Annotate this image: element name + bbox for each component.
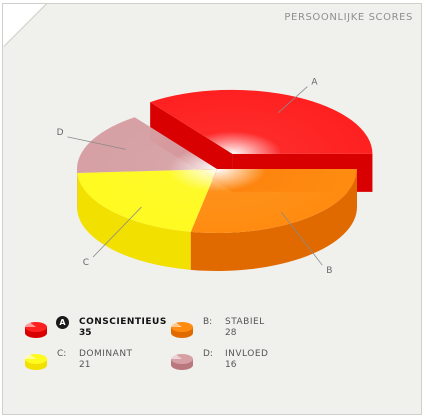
slice-conscientieus (150, 89, 373, 154)
slice-dominant (77, 169, 217, 232)
slice-invloed (77, 117, 217, 174)
legend-swatch-dominant (24, 354, 47, 370)
legend-letter: B: (203, 317, 213, 327)
chart-title: PERSOONLIJKE SCORES (284, 12, 413, 23)
legend-item-stabiel: B: STABIEL 28 (169, 316, 309, 346)
chart-panel: PERSOONLIJKE SCORES A B C D A CONSCIENTIEUS 3… (2, 3, 422, 415)
legend-name: STABIEL (225, 317, 265, 327)
slice-label-d: D (57, 128, 64, 138)
slice-label-c: C (83, 258, 89, 268)
leader-line-a (277, 86, 308, 114)
legend-name: INVLOED (225, 349, 269, 359)
legend-value: 28 (225, 328, 237, 338)
legend-swatch-invloed (170, 354, 193, 370)
leader-line-b (280, 211, 323, 266)
legend-value: 21 (79, 360, 91, 370)
legend-item-dominant: C: DOMINANT 21 (23, 348, 163, 378)
leader-line-c (92, 206, 142, 258)
legend-name: CONSCIENTIEUS (79, 317, 167, 327)
legend-name: DOMINANT (79, 349, 133, 359)
legend-value: 16 (225, 360, 237, 370)
legend-item-invloed: D: INVLOED 16 (169, 348, 309, 378)
legend-swatch-conscientieus (24, 322, 47, 338)
slice-side-stabiel (190, 169, 357, 271)
legend-letter: C: (57, 349, 67, 359)
slice-label-b: B (326, 266, 332, 276)
legend-swatch-stabiel (170, 322, 193, 338)
leader-line-d (67, 136, 126, 150)
pie-chart: A B C D (57, 78, 373, 276)
legend-letter: A (56, 316, 69, 329)
slice-side-dominant (77, 173, 191, 270)
legend-value: 35 (79, 328, 92, 338)
legend-letter: D: (203, 349, 213, 359)
slice-label-a: A (311, 78, 318, 88)
slice-stabiel (190, 169, 357, 233)
legend-item-conscientieus: A CONSCIENTIEUS 35 (23, 316, 166, 346)
